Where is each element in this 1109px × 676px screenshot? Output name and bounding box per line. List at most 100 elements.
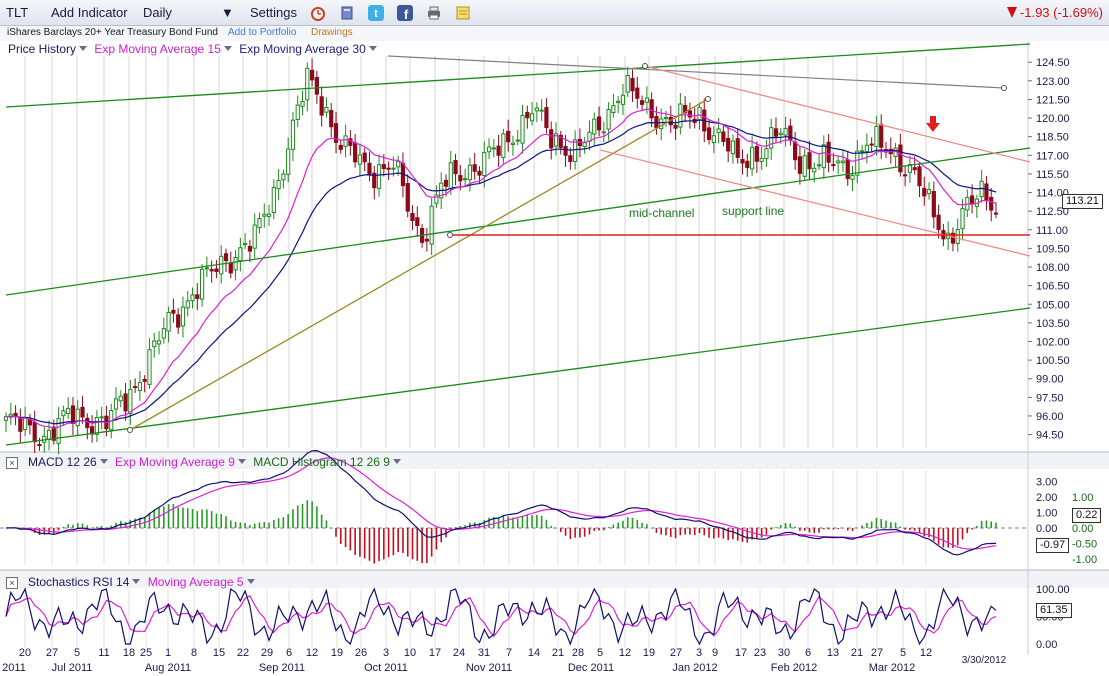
x-tick-label: 5: [597, 647, 603, 659]
x-month-label: Aug 2011: [145, 662, 191, 674]
candle: [974, 194, 979, 218]
alarm-clock-icon[interactable]: [310, 5, 326, 21]
add-to-portfolio-link[interactable]: Add to Portfolio: [228, 27, 297, 38]
candle: [501, 128, 506, 164]
stoch-ma-label[interactable]: Moving Average 5: [147, 575, 244, 589]
top-resistance-line: [387, 55, 1005, 89]
chevron-down-icon[interactable]: [99, 459, 108, 464]
candle-body: [27, 419, 33, 426]
symbol-label[interactable]: TLT: [6, 5, 29, 20]
candle-body: [324, 107, 329, 113]
candle: [147, 338, 152, 389]
candle: [214, 260, 219, 279]
candle: [367, 151, 372, 182]
candle-body: [300, 100, 305, 107]
candle: [539, 99, 544, 121]
candle-body: [266, 213, 272, 217]
candle-body: [343, 135, 348, 147]
last-date-label: 3/30/2012: [962, 655, 1007, 666]
y-tick-label: 102.00: [1036, 336, 1070, 348]
interval-select[interactable]: Daily: [143, 5, 172, 20]
histogram-y-label: -1.00: [1072, 554, 1097, 566]
x-tick-label: 19: [643, 647, 655, 659]
macd-ema-label[interactable]: Exp Moving Average 9: [115, 455, 235, 469]
chevron-down-icon[interactable]: ▼: [221, 5, 234, 20]
add-indicator-button[interactable]: Add Indicator: [51, 5, 128, 20]
candle-body: [821, 144, 826, 169]
candle-body: [869, 143, 874, 146]
facebook-icon[interactable]: f: [397, 5, 413, 21]
candle: [309, 58, 315, 87]
candle: [3, 412, 9, 433]
candle-body: [70, 405, 76, 425]
candle-body: [903, 174, 908, 177]
candle-body: [644, 97, 649, 103]
candle: [922, 176, 927, 206]
candle: [553, 122, 559, 156]
candle: [515, 130, 520, 146]
x-month-label: 2011: [2, 662, 26, 674]
notes-icon[interactable]: [455, 5, 471, 21]
candle-body: [568, 155, 573, 162]
print-icon[interactable]: [426, 5, 442, 21]
candle-body: [596, 116, 602, 131]
ema30-line: [5, 119, 997, 425]
stoch-pane-legend: × Stochastics RSI 14 Moving Average 5: [6, 575, 259, 589]
chevron-down-icon[interactable]: [223, 46, 232, 51]
x-tick-label: 26: [355, 647, 367, 659]
last-macd-box: -0.97: [1036, 538, 1070, 553]
candle-body: [582, 142, 587, 147]
x-tick-label: 12: [306, 647, 318, 659]
close-icon[interactable]: ×: [6, 577, 18, 589]
candle-body: [539, 109, 544, 112]
candle: [654, 106, 659, 135]
candle-body: [563, 145, 568, 156]
candle-body: [123, 393, 128, 412]
price-history-label[interactable]: Price History: [8, 42, 77, 56]
candle-body: [147, 349, 152, 385]
candle-body: [836, 160, 841, 164]
candle-body: [620, 94, 626, 105]
candle-body: [166, 311, 171, 332]
chevron-down-icon[interactable]: [368, 46, 377, 51]
macd-histogram-label[interactable]: MACD Histogram 12 26 9: [253, 455, 390, 469]
candle-body: [740, 159, 745, 164]
candle: [257, 212, 262, 234]
twitter-icon[interactable]: t: [368, 5, 384, 21]
macd-label[interactable]: MACD 12 26: [28, 455, 97, 469]
ema30-label[interactable]: Exp Moving Average 30: [239, 42, 366, 56]
close-icon[interactable]: ×: [6, 457, 18, 469]
y-tick-label: 106.50: [1036, 281, 1070, 293]
candle-body: [831, 164, 836, 167]
candle-body: [309, 69, 315, 81]
chevron-down-icon[interactable]: [237, 459, 246, 464]
candle: [329, 103, 334, 138]
stoch-rsi-label[interactable]: Stochastics RSI 14: [28, 575, 130, 589]
y-tick-label: 121.50: [1036, 94, 1070, 106]
candle: [491, 139, 496, 158]
candle-body: [783, 127, 788, 136]
candle-body: [654, 115, 659, 129]
chevron-down-icon[interactable]: [392, 459, 401, 464]
candle-body: [338, 144, 343, 150]
settings-button[interactable]: Settings: [250, 5, 297, 20]
candle-body: [405, 183, 410, 212]
candle-body: [18, 417, 23, 432]
book-icon[interactable]: [339, 5, 355, 21]
candle-body: [32, 421, 37, 443]
candle: [855, 140, 860, 184]
candle: [950, 227, 956, 252]
candle: [749, 135, 755, 176]
candle: [247, 239, 253, 263]
chevron-down-icon[interactable]: [246, 579, 255, 584]
candle-body: [410, 212, 415, 221]
candle-body: [926, 189, 932, 195]
macd-y-label: 0.00: [1036, 523, 1057, 535]
candle-body: [348, 138, 353, 146]
chevron-down-icon[interactable]: [132, 579, 141, 584]
chevron-down-icon[interactable]: [79, 46, 88, 51]
candle-body: [386, 167, 391, 170]
drawings-link[interactable]: Drawings: [311, 27, 353, 38]
ema15-label[interactable]: Exp Moving Average 15: [94, 42, 221, 56]
